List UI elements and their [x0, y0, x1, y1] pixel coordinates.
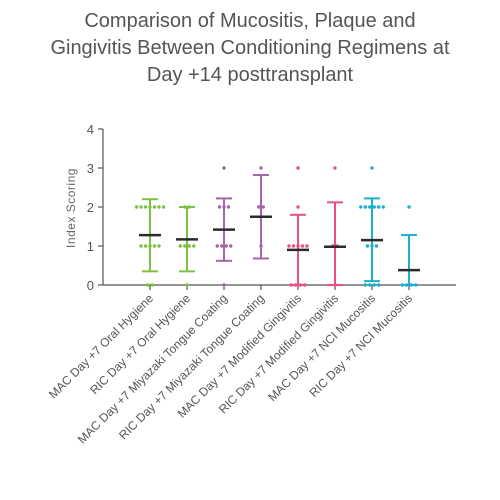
- data-point: [224, 244, 228, 248]
- y-tick-label: 0: [87, 278, 94, 293]
- data-point: [300, 244, 305, 248]
- data-point: [157, 205, 161, 209]
- data-point: [192, 244, 196, 248]
- data-point: [157, 244, 161, 248]
- data-point: [414, 283, 418, 287]
- data-point: [220, 244, 224, 248]
- y-tick-label: 1: [87, 239, 94, 254]
- data-point: [183, 205, 187, 209]
- data-point: [370, 244, 374, 248]
- data-group: [213, 166, 235, 287]
- axes: 0 1 2 3 4: [87, 122, 456, 293]
- data-point: [381, 205, 385, 209]
- data-point: [363, 283, 367, 287]
- data-point: [152, 205, 157, 209]
- data-point: [368, 205, 372, 209]
- data-point: [377, 283, 381, 287]
- data-point: [152, 244, 157, 248]
- y-axis-label: Index Scoring: [64, 168, 78, 248]
- data-point: [148, 205, 152, 209]
- data-point: [185, 283, 189, 287]
- data-point: [359, 205, 363, 209]
- data-point: [222, 166, 226, 170]
- data-point: [298, 283, 302, 287]
- data-point: [289, 283, 293, 287]
- data-point: [222, 283, 226, 287]
- data-point: [139, 244, 143, 248]
- y-tick-label: 2: [87, 200, 94, 215]
- data-group: [359, 166, 385, 287]
- data-point: [296, 205, 300, 209]
- data-point: [296, 166, 300, 170]
- data-point: [215, 244, 219, 248]
- data-point: [333, 283, 337, 287]
- data-point: [294, 283, 298, 287]
- data-point: [261, 205, 265, 209]
- data-point: [407, 205, 411, 209]
- data-point: [363, 205, 367, 209]
- data-groups: [134, 166, 420, 287]
- data-point: [134, 205, 139, 209]
- x-tick-label: MAC Day +7 Miyazaki Tongue Coating: [75, 291, 230, 446]
- y-tick-label: 3: [87, 161, 94, 176]
- data-point: [217, 205, 222, 209]
- data-point: [178, 244, 182, 248]
- data-point: [259, 166, 263, 170]
- data-point: [377, 205, 381, 209]
- data-point: [370, 166, 374, 170]
- data-point: [305, 244, 309, 248]
- data-point: [229, 244, 233, 248]
- y-tick-label: 4: [87, 122, 94, 137]
- data-point: [148, 244, 152, 248]
- data-point: [257, 205, 261, 209]
- data-point: [139, 205, 143, 209]
- data-point: [183, 244, 187, 248]
- data-point: [400, 283, 404, 287]
- data-group: [398, 205, 420, 287]
- data-point: [303, 283, 307, 287]
- chart-title-line: Day +14 posttransplant: [146, 64, 354, 86]
- data-point: [365, 244, 370, 248]
- data-group: [250, 166, 272, 260]
- data-point: [333, 166, 337, 170]
- data-point: [226, 205, 231, 209]
- data-point: [409, 283, 413, 287]
- chart-title-line: Gingivitis Between Conditioning Regimens…: [50, 37, 450, 59]
- data-point: [372, 205, 376, 209]
- data-point: [372, 283, 376, 287]
- data-point: [287, 244, 291, 248]
- data-point: [374, 244, 379, 248]
- data-point: [222, 205, 226, 209]
- data-group: [324, 166, 346, 287]
- data-point: [146, 283, 150, 287]
- data-point: [143, 244, 148, 248]
- data-group: [287, 166, 309, 287]
- data-point: [187, 205, 191, 209]
- data-point: [296, 244, 300, 248]
- data-group: [134, 198, 166, 287]
- data-point: [291, 244, 296, 248]
- data-group: [176, 205, 198, 287]
- data-point: [368, 283, 372, 287]
- chart-title: Comparison of Mucositis, Plaque and Ging…: [0, 8, 500, 89]
- data-point: [405, 283, 409, 287]
- data-point: [187, 244, 191, 248]
- data-point: [259, 244, 263, 248]
- data-point: [143, 205, 148, 209]
- data-point: [150, 283, 154, 287]
- data-point: [161, 205, 166, 209]
- chart-title-line: Comparison of Mucositis, Plaque and: [84, 10, 416, 32]
